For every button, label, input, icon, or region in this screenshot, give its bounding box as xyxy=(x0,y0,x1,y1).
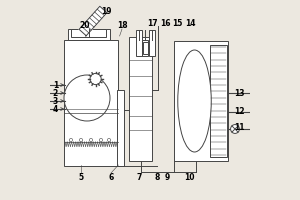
Bar xyxy=(142,40,148,56)
Bar xyxy=(71,29,106,37)
Bar xyxy=(210,45,227,157)
Text: 11: 11 xyxy=(234,123,244,132)
Circle shape xyxy=(107,138,111,142)
Bar xyxy=(174,41,228,161)
Text: 5: 5 xyxy=(78,172,84,182)
Text: 7: 7 xyxy=(136,172,142,182)
Circle shape xyxy=(80,138,82,142)
Text: 6: 6 xyxy=(108,172,114,182)
Circle shape xyxy=(90,73,101,85)
Text: 20: 20 xyxy=(80,21,90,29)
Text: 19: 19 xyxy=(101,7,112,17)
Text: 9: 9 xyxy=(164,172,169,182)
Ellipse shape xyxy=(178,50,211,152)
Text: 16: 16 xyxy=(160,19,170,27)
Bar xyxy=(64,40,118,166)
Bar xyxy=(143,42,148,54)
Circle shape xyxy=(89,138,93,142)
Text: 3: 3 xyxy=(53,97,58,106)
Text: 1: 1 xyxy=(53,81,58,90)
Bar xyxy=(136,30,142,56)
Polygon shape xyxy=(79,6,107,36)
Circle shape xyxy=(231,125,239,133)
Text: 10: 10 xyxy=(184,172,194,182)
Text: 4: 4 xyxy=(53,104,58,114)
Text: 12: 12 xyxy=(234,108,244,116)
Text: 15: 15 xyxy=(172,19,183,27)
Text: 17: 17 xyxy=(148,19,158,27)
Text: 8: 8 xyxy=(154,172,160,182)
Circle shape xyxy=(64,75,110,121)
Text: 13: 13 xyxy=(234,88,244,98)
Circle shape xyxy=(99,138,103,142)
Text: 18: 18 xyxy=(117,21,127,29)
Bar xyxy=(149,30,155,56)
Bar xyxy=(129,37,152,161)
Bar xyxy=(117,90,124,166)
Bar xyxy=(68,29,110,40)
Circle shape xyxy=(69,138,73,142)
Text: 2: 2 xyxy=(53,88,58,98)
Text: 14: 14 xyxy=(185,19,195,27)
